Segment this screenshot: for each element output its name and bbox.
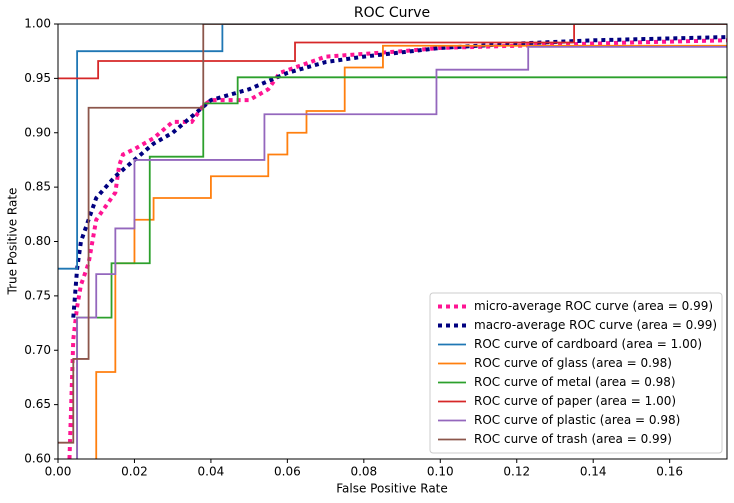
y-tick-label: 1.00 [24,17,51,31]
x-tick-label: 0.02 [121,465,148,479]
roc-line [67,38,727,459]
y-tick-label: 0.80 [24,234,51,248]
roc-line [58,24,727,270]
legend-box [429,292,723,454]
x-tick-label: 0.12 [503,465,530,479]
plot-area [58,24,727,459]
y-tick-label: 0.70 [24,343,51,357]
legend-label: ROC curve of cardboard (area = 1.00) [474,337,702,351]
legend-label: ROC curve of metal (area = 0.98) [474,375,676,389]
x-tick-label: 0.08 [350,465,377,479]
legend-label: ROC curve of trash (area = 0.99) [474,432,672,446]
y-tick-label: 0.75 [24,288,51,302]
legend: micro-average ROC curve (area = 0.99) mac… [429,292,723,454]
y-tick-label: 0.85 [24,180,51,194]
x-tick-label: 0.10 [427,465,454,479]
y-tick-label: 0.95 [24,71,51,85]
roc-line [71,35,727,318]
x-tick-label: 0.14 [580,465,607,479]
roc-line [95,44,727,459]
x-tick-label: 0.16 [656,465,683,479]
roc-line [58,24,727,444]
legend-label: macro-average ROC curve (area = 0.99) [474,318,717,332]
legend-label: ROC curve of glass (area = 0.98) [474,356,672,370]
legend-label: ROC curve of paper (area = 1.00) [474,394,676,408]
x-tick-label: 0.06 [274,465,301,479]
x-axis-label: False Positive Rate [336,482,448,496]
chart-title: ROC Curve [354,5,430,21]
roc-line [76,45,727,459]
legend-label: micro-average ROC curve (area = 0.99) [474,299,713,313]
y-tick-label: 0.90 [24,125,51,139]
legend-label: ROC curve of plastic (area = 0.98) [474,413,680,427]
x-tick-label: 0.04 [198,465,225,479]
y-tick-label: 0.60 [24,452,51,466]
y-axis-label: True Positive Rate [6,188,20,296]
roc-line [58,24,727,80]
x-tick-label: 0.00 [45,465,72,479]
y-tick-label: 0.65 [24,397,51,411]
